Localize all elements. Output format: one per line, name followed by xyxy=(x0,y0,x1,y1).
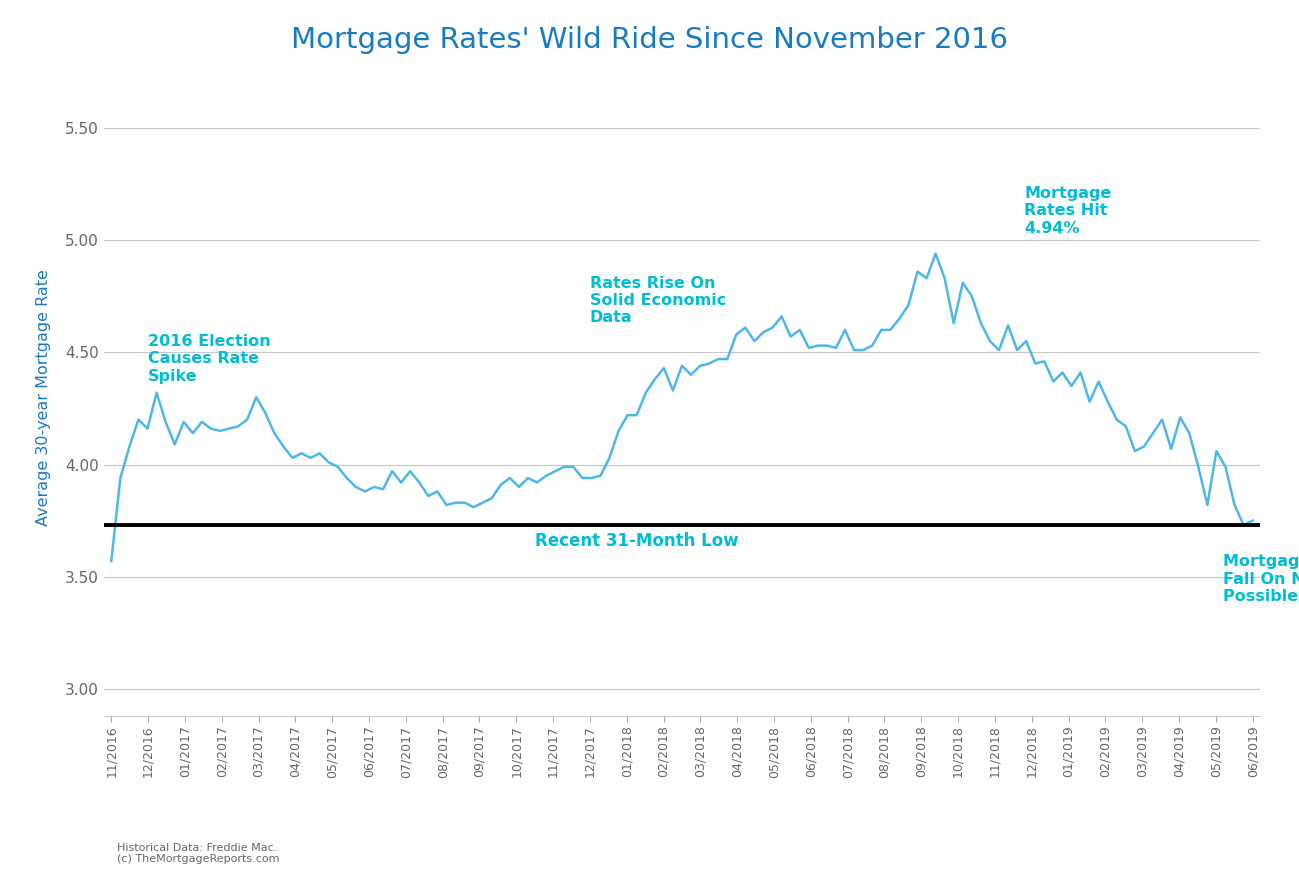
Text: Mortgage Rates
Fall On News Of
Possible Fed Cuts: Mortgage Rates Fall On News Of Possible … xyxy=(1224,554,1299,604)
Text: Historical Data: Freddie Mac.
(c) TheMortgageReports.com: Historical Data: Freddie Mac. (c) TheMor… xyxy=(117,842,279,864)
Y-axis label: Average 30-year Mortgage Rate: Average 30-year Mortgage Rate xyxy=(36,269,51,526)
Text: Rates Rise On
Solid Economic
Data: Rates Rise On Solid Economic Data xyxy=(590,276,726,326)
Text: 2016 Election
Causes Rate
Spike: 2016 Election Causes Rate Spike xyxy=(148,334,271,384)
Text: Mortgage Rates' Wild Ride Since November 2016: Mortgage Rates' Wild Ride Since November… xyxy=(291,26,1008,54)
Text: Recent 31-Month Low: Recent 31-Month Low xyxy=(535,532,738,550)
Text: Mortgage
Rates Hit
4.94%: Mortgage Rates Hit 4.94% xyxy=(1025,186,1112,236)
